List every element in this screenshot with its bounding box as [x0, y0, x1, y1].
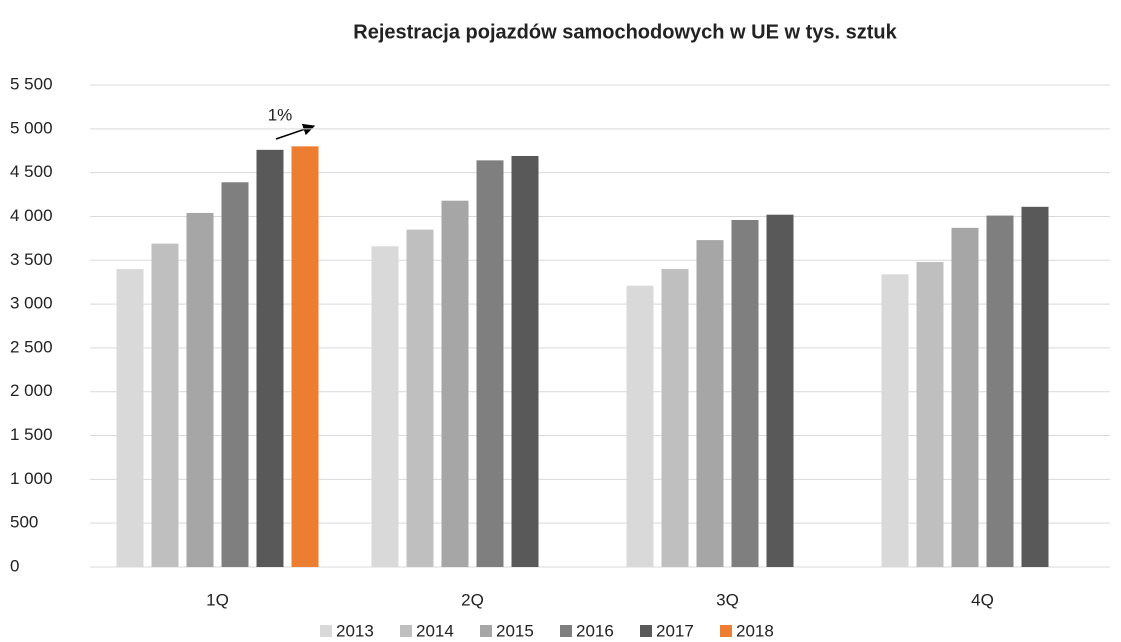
- annotation-arrow: [275, 123, 316, 140]
- bar: [881, 274, 909, 567]
- bar: [1021, 206, 1049, 567]
- legend-label: 2018: [736, 621, 774, 640]
- bar: [626, 285, 654, 567]
- y-tick-label: 3 000: [10, 294, 53, 313]
- legend-swatch: [640, 625, 652, 637]
- bar: [916, 262, 944, 567]
- y-tick-label: 3 500: [10, 250, 53, 269]
- legend-swatch: [320, 625, 332, 637]
- x-tick-label: 4Q: [971, 590, 994, 609]
- legend-swatch: [400, 625, 412, 637]
- y-tick-label: 4 500: [10, 162, 53, 181]
- y-tick-label: 2 500: [10, 337, 53, 356]
- bar: [186, 212, 214, 567]
- bar: [256, 149, 284, 568]
- chart-title: Rejestracja pojazdów samochodowych w UE …: [353, 21, 897, 43]
- bar: [406, 229, 434, 567]
- legend-label: 2013: [336, 621, 374, 640]
- y-tick-label: 500: [10, 513, 38, 532]
- y-tick-label: 5 000: [10, 118, 53, 137]
- x-tick-label: 2Q: [461, 590, 484, 609]
- y-tick-label: 0: [10, 556, 19, 575]
- bar: [661, 269, 689, 567]
- bar: [511, 155, 539, 567]
- y-tick-label: 2 000: [10, 381, 53, 400]
- y-tick-label: 1 500: [10, 425, 53, 444]
- bar: [731, 219, 759, 567]
- legend-swatch: [480, 625, 492, 637]
- bar: [986, 215, 1014, 567]
- bar: [291, 146, 319, 567]
- x-tick-label: 3Q: [716, 590, 739, 609]
- legend-swatch: [560, 625, 572, 637]
- bar: [441, 200, 469, 567]
- y-tick-label: 4 000: [10, 206, 53, 225]
- bar: [151, 243, 179, 567]
- bar: [371, 246, 399, 567]
- legend-label: 2016: [576, 621, 614, 640]
- bar: [476, 160, 504, 567]
- x-tick-label: 1Q: [206, 590, 229, 609]
- y-tick-label: 1 000: [10, 469, 53, 488]
- bar: [951, 227, 979, 567]
- y-tick-label: 5 500: [10, 74, 53, 93]
- bar: [116, 269, 144, 567]
- legend-swatch: [720, 625, 732, 637]
- bar: [766, 214, 794, 567]
- legend-label: 2014: [416, 621, 454, 640]
- bar: [221, 182, 249, 567]
- bar: [696, 240, 724, 567]
- legend-label: 2017: [656, 621, 694, 640]
- annotation: 1%: [268, 105, 293, 124]
- legend-label: 2015: [496, 621, 534, 640]
